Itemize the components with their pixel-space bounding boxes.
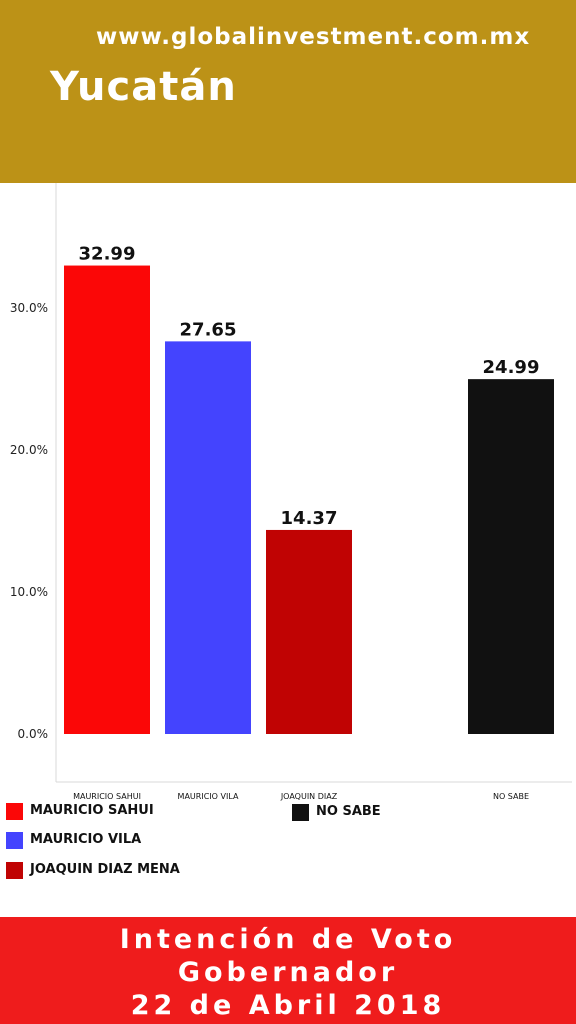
footer-banner: Intención de Voto Gobernador 22 de Abril… xyxy=(0,915,576,1024)
bar xyxy=(165,341,251,734)
legend-swatch xyxy=(6,832,23,849)
bar-value-label: 32.99 xyxy=(79,244,136,265)
chart-axes xyxy=(55,183,572,783)
header-banner: www.globalinvestment.com.mx Yucatán xyxy=(0,0,576,183)
y-tick-label: 10.0% xyxy=(10,585,48,599)
bar-value-label: 27.65 xyxy=(180,319,237,340)
footer-line-1: Intención de Voto xyxy=(119,924,457,955)
bar xyxy=(64,265,150,734)
bar-chart: 0.0% 10.0% 20.0% 30.0% 32.99 27.65 14.37 24.99… xyxy=(10,183,572,801)
legend-swatch xyxy=(292,804,309,821)
bar xyxy=(266,529,352,734)
y-axis-ticks: 0.0% 10.0% 20.0% 30.0% xyxy=(10,301,48,741)
legend-swatch xyxy=(6,862,23,879)
bars-group xyxy=(64,265,554,734)
footer-line-2: Gobernador xyxy=(177,957,399,988)
footer-line-3: 22 de Abril 2018 xyxy=(130,990,446,1021)
legend-label: NO SABE xyxy=(316,804,381,819)
x-axis-ticks: MAURICIO SAHUI MAURICIO VILA JOAQUIN DIAZ N… xyxy=(73,792,529,801)
bar-value-labels: 32.99 27.65 14.37 24.99 xyxy=(79,244,540,529)
x-tick-label: NO SABE xyxy=(493,792,529,801)
y-tick-label: 20.0% xyxy=(10,443,48,457)
bar-value-label: 24.99 xyxy=(483,357,540,378)
legend-label: JOAQUIN DIAZ MENA xyxy=(30,862,180,877)
y-tick-label: 0.0% xyxy=(18,727,49,741)
y-tick-label: 30.0% xyxy=(10,301,48,315)
legend-label: MAURICIO SAHUI xyxy=(30,803,154,818)
bar-value-label: 14.37 xyxy=(281,508,338,529)
legend-label: MAURICIO VILA xyxy=(30,832,142,847)
legend-swatch xyxy=(6,803,23,820)
x-tick-label: MAURICIO VILA xyxy=(178,792,239,801)
state-title: Yucatán xyxy=(50,64,237,110)
website-url: www.globalinvestment.com.mx xyxy=(96,24,531,50)
bar xyxy=(468,379,554,734)
x-tick-label: JOAQUIN DIAZ xyxy=(280,792,338,801)
x-tick-label: MAURICIO SAHUI xyxy=(73,792,141,801)
